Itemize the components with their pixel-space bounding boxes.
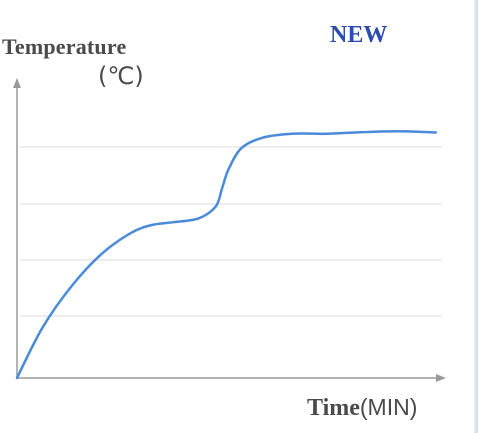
x-axis-label: Time	[307, 395, 360, 421]
new-badge: NEW	[330, 22, 388, 48]
y-axis-arrowhead	[13, 78, 21, 88]
temperature-series-line	[15, 129, 438, 380]
right-edge-border	[474, 0, 478, 433]
x-axis-unit: (MIN)	[359, 394, 418, 420]
x-axis-label-group: Time(MIN)	[307, 394, 417, 422]
gridlines	[20, 146, 442, 317]
y-axis-label: Temperature	[2, 34, 127, 59]
series-group	[15, 129, 438, 380]
y-axis-unit: (℃)	[98, 62, 144, 90]
x-axis-arrowhead	[436, 374, 446, 382]
